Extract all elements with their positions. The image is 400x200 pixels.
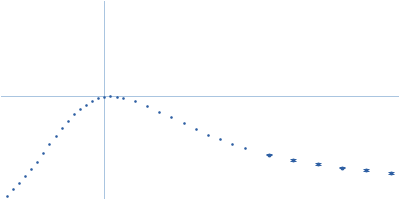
Point	[95, 97, 102, 100]
Point	[180, 122, 187, 125]
Point	[46, 142, 53, 146]
Point	[28, 167, 34, 171]
Point	[120, 96, 126, 99]
Point	[101, 95, 108, 98]
Point	[156, 110, 162, 113]
Point	[58, 126, 65, 129]
Point	[22, 174, 28, 178]
Point	[192, 127, 199, 131]
Point	[168, 116, 174, 119]
Point	[16, 182, 22, 185]
Point	[34, 160, 40, 163]
Point	[89, 99, 95, 103]
Point	[4, 194, 10, 197]
Point	[77, 107, 83, 111]
Point	[205, 133, 211, 136]
Point	[144, 105, 150, 108]
Point	[52, 134, 59, 137]
Point	[71, 113, 77, 116]
Point	[217, 138, 223, 141]
Point	[241, 146, 248, 149]
Point	[113, 95, 120, 98]
Point	[40, 151, 46, 154]
Point	[132, 100, 138, 103]
Point	[64, 119, 71, 122]
Point	[229, 142, 236, 146]
Point	[10, 188, 16, 191]
Point	[107, 94, 114, 98]
Point	[83, 103, 89, 106]
